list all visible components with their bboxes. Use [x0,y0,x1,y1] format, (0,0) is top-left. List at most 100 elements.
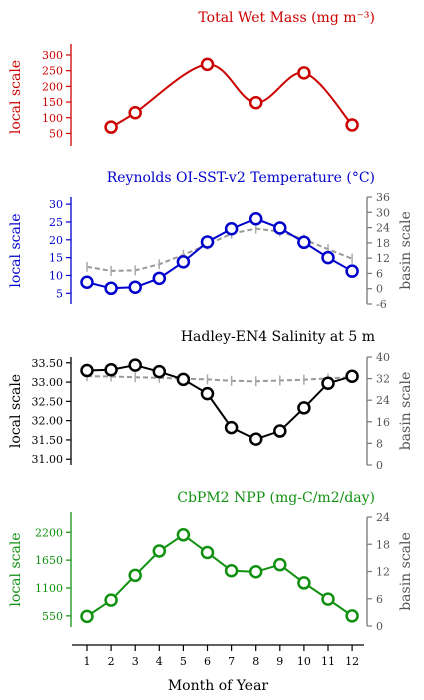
left-tick-label: 30 [49,198,63,211]
x-tick-label: 3 [132,655,139,668]
data-point-marker [273,424,287,438]
right-tick-label: 12 [376,252,390,265]
right-tick-label: 18 [376,237,390,250]
data-point-marker [200,545,215,560]
local-series-line [110,63,353,129]
right-tick-label: 40 [376,351,390,364]
left-tick-label: 31.00 [32,453,64,466]
right-tick-label: 30 [376,206,390,219]
panel-title: CbPM2 NPP (mg-C/m2/day) [177,490,375,506]
local-series-line [86,533,353,618]
data-point-marker [104,120,118,134]
left-axis-label: local scale [8,213,24,287]
x-axis-label: Month of Year [168,678,269,694]
data-point-marker [200,235,215,249]
x-tick-label: 4 [156,655,163,668]
data-point-marker [248,432,263,446]
x-tick-label: 11 [321,655,335,668]
left-tick-label: 32.50 [32,395,64,408]
left-tick-label: 150 [42,96,63,109]
panel-title: Total Wet Mass (mg m⁻³) [198,10,375,26]
data-point-marker [297,235,311,250]
left-tick-label: 10 [49,269,63,282]
data-point-marker [152,364,167,379]
data-point-marker [345,609,359,623]
right-tick-label: 6 [376,593,383,606]
right-tick-label: 24 [376,222,390,235]
left-tick-label: 25 [49,216,63,229]
left-tick-label: 20 [49,234,63,247]
x-tick-label: 6 [204,655,211,668]
x-tick-label: 7 [228,655,235,668]
data-point-marker [273,557,287,572]
x-tick-label: 9 [276,655,283,668]
panel-title: Reynolds OI-SST-v2 Temperature (°C) [107,170,375,186]
data-point-marker [104,362,118,377]
data-point-marker [80,275,94,289]
data-point-marker [104,281,118,296]
right-tick-label: 24 [376,511,390,524]
x-tick-label: 10 [297,655,311,668]
x-tick-label: 8 [252,655,259,668]
data-point-marker [297,401,311,415]
basin-series-line [86,375,353,383]
right-tick-label: 32 [376,373,390,386]
left-tick-label: 2200 [35,526,63,539]
data-point-marker [224,420,239,435]
data-point-marker [345,118,359,132]
right-tick-label: 36 [376,191,390,204]
data-point-marker [176,372,191,387]
left-axis-label: local scale [8,532,24,606]
panel-title: Hadley-EN4 Salinity at 5 m [181,329,375,345]
data-point-marker [200,386,215,401]
data-point-marker [273,221,287,235]
right-axis-label: basin scale [398,372,414,451]
right-tick-label: 24 [376,394,390,407]
data-point-marker [152,544,167,558]
left-tick-label: 31.50 [32,434,64,447]
right-tick-label: 6 [376,267,383,280]
local-series-line [86,364,353,441]
data-point-marker [128,280,142,294]
data-point-marker [200,57,215,72]
basin-series-line [86,227,353,272]
data-point-marker [224,564,239,578]
left-axis-label: local scale [8,60,24,134]
left-tick-label: 1650 [35,554,63,567]
right-tick-label: 18 [376,538,390,551]
data-point-marker [321,250,335,265]
left-tick-label: 300 [42,49,63,62]
left-axis-label: local scale [8,374,24,448]
data-point-marker [248,565,263,579]
data-point-marker [248,212,263,226]
data-point-marker [176,255,191,269]
local-series-line [86,217,353,290]
left-tick-label: 15 [49,252,63,265]
left-tick-label: 32.00 [32,415,64,428]
right-tick-label: 12 [376,566,390,579]
data-point-marker [224,221,239,236]
left-tick-label: 33.50 [32,357,64,370]
data-point-marker [297,66,311,80]
right-axis-label: basin scale [398,532,414,611]
data-point-marker [128,568,142,583]
right-tick-label: -6 [376,298,387,311]
left-tick-label: 100 [42,112,63,125]
data-point-marker [321,376,335,390]
left-tick-label: 250 [42,65,63,78]
left-tick-label: 5 [56,287,63,300]
data-point-marker [128,105,142,120]
x-tick-label: 12 [345,655,359,668]
left-tick-label: 50 [49,127,63,140]
left-tick-label: 33.00 [32,376,64,389]
data-point-marker [128,358,142,372]
right-tick-label: 16 [376,416,390,429]
right-tick-label: 0 [376,283,383,296]
data-point-marker [345,369,359,384]
data-point-marker [248,95,263,110]
data-point-marker [297,576,311,590]
data-point-marker [152,271,167,286]
left-tick-label: 550 [42,610,63,623]
x-tick-label: 5 [180,655,187,668]
